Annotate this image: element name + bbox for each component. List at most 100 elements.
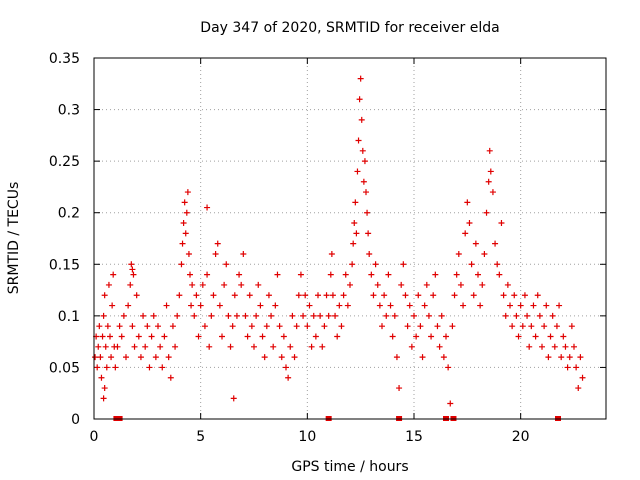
data-point bbox=[486, 147, 493, 154]
data-point bbox=[109, 302, 116, 309]
data-point bbox=[304, 323, 311, 330]
data-point bbox=[451, 292, 458, 299]
data-point bbox=[107, 333, 113, 340]
data-point bbox=[327, 271, 334, 278]
data-point bbox=[415, 292, 422, 299]
data-point bbox=[477, 302, 484, 309]
data-point bbox=[432, 271, 439, 278]
y-tick-label: 0.05 bbox=[49, 360, 80, 376]
data-point bbox=[521, 292, 528, 299]
data-point bbox=[507, 302, 513, 309]
data-point bbox=[310, 312, 317, 319]
data-point bbox=[389, 333, 396, 340]
data-point bbox=[137, 354, 144, 361]
data-point bbox=[227, 343, 234, 350]
data-point bbox=[319, 343, 326, 350]
data-point bbox=[468, 261, 475, 268]
data-point bbox=[102, 343, 109, 350]
data-point bbox=[366, 250, 373, 257]
data-point bbox=[402, 292, 409, 299]
data-point bbox=[95, 343, 102, 350]
data-point bbox=[511, 292, 518, 299]
data-point bbox=[92, 354, 99, 361]
data-point bbox=[483, 209, 490, 216]
data-point bbox=[460, 302, 467, 309]
data-point bbox=[363, 189, 369, 196]
data-point bbox=[455, 250, 462, 257]
data-point bbox=[526, 343, 533, 350]
data-point bbox=[118, 333, 125, 340]
data-point bbox=[413, 333, 420, 340]
data-point bbox=[368, 271, 375, 278]
x-tick-label: 10 bbox=[298, 429, 316, 445]
data-point bbox=[575, 385, 582, 392]
data-point bbox=[357, 75, 364, 82]
data-point bbox=[372, 261, 379, 268]
data-point bbox=[332, 312, 339, 319]
data-point bbox=[112, 364, 119, 371]
data-point bbox=[564, 364, 571, 371]
data-point bbox=[129, 266, 136, 273]
data-point bbox=[492, 240, 499, 247]
data-point bbox=[140, 312, 147, 319]
data-point bbox=[354, 168, 361, 175]
data-point bbox=[323, 292, 330, 299]
data-point bbox=[100, 395, 107, 402]
data-point bbox=[229, 323, 236, 330]
data-point bbox=[470, 292, 477, 299]
data-point bbox=[163, 302, 170, 309]
data-point bbox=[251, 343, 257, 350]
plot-frame bbox=[93, 57, 607, 420]
data-point bbox=[104, 323, 111, 330]
data-point bbox=[169, 323, 176, 330]
data-point bbox=[187, 271, 193, 278]
y-axis-label: SRMTID / TECUs bbox=[6, 182, 22, 295]
data-point bbox=[116, 323, 123, 330]
data-point bbox=[417, 323, 424, 330]
data-point bbox=[101, 292, 108, 299]
data-point bbox=[400, 261, 407, 268]
y-tick-label: 0.1 bbox=[58, 309, 80, 325]
data-point bbox=[573, 364, 580, 371]
data-point bbox=[434, 323, 441, 330]
x-tick-label: 0 bbox=[90, 429, 99, 445]
data-point bbox=[238, 281, 245, 288]
data-point bbox=[566, 354, 573, 361]
data-point bbox=[549, 312, 556, 319]
data-point bbox=[551, 343, 558, 350]
data-point bbox=[438, 312, 445, 319]
data-point bbox=[436, 343, 443, 350]
data-point bbox=[496, 271, 503, 278]
data-point bbox=[272, 302, 279, 309]
data-point bbox=[315, 292, 321, 299]
data-point bbox=[98, 374, 105, 381]
data-point bbox=[312, 333, 319, 340]
data-point bbox=[338, 323, 345, 330]
data-point bbox=[577, 354, 584, 361]
data-point bbox=[502, 312, 509, 319]
y-tick-label: 0.15 bbox=[49, 257, 80, 273]
data-point bbox=[464, 199, 471, 206]
data-point bbox=[99, 333, 106, 340]
y-tick-label: 0.3 bbox=[58, 103, 80, 119]
data-point bbox=[257, 302, 264, 309]
data-point bbox=[103, 364, 110, 371]
data-point bbox=[157, 343, 164, 350]
data-point bbox=[188, 302, 195, 309]
data-point bbox=[148, 333, 155, 340]
data-point bbox=[558, 354, 565, 361]
data-point bbox=[479, 281, 486, 288]
data-point bbox=[167, 374, 174, 381]
data-point bbox=[280, 333, 287, 340]
data-point bbox=[351, 220, 358, 227]
data-point bbox=[97, 354, 104, 361]
data-point bbox=[387, 302, 394, 309]
data-point bbox=[329, 292, 336, 299]
y-tick-label: 0 bbox=[71, 412, 80, 428]
data-points bbox=[92, 75, 586, 421]
data-point bbox=[543, 302, 550, 309]
data-point bbox=[579, 374, 586, 381]
data-point bbox=[356, 96, 363, 103]
data-point bbox=[539, 343, 545, 350]
data-point bbox=[342, 271, 349, 278]
